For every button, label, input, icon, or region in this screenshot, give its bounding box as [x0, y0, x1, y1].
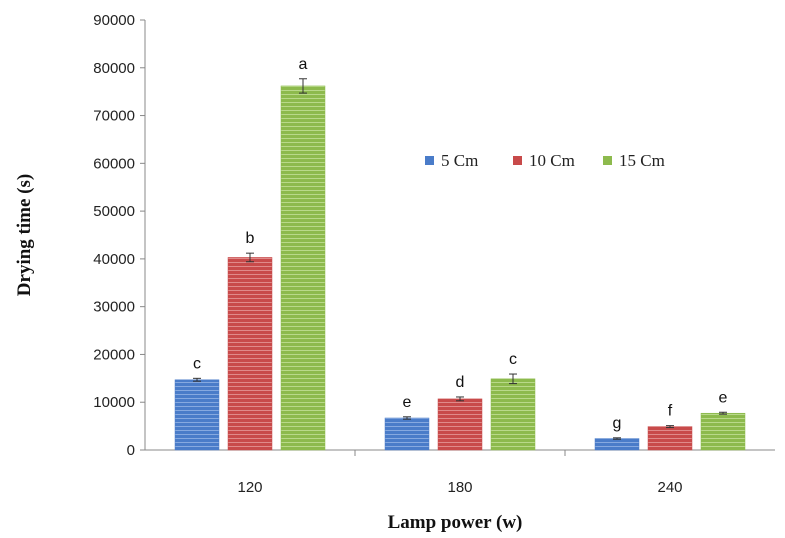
y-tick-label: 60000	[93, 155, 135, 172]
x-tick-label: 240	[657, 479, 682, 496]
legend: 5 Cm 10 Cm 15 Cm	[425, 151, 665, 170]
y-tick-label: 40000	[93, 251, 135, 268]
significance-label: e	[403, 394, 412, 411]
significance-label: d	[456, 374, 465, 391]
legend-swatch	[513, 156, 522, 165]
y-axis-title: Drying time (s)	[14, 174, 35, 296]
y-tick-label: 70000	[93, 108, 135, 125]
significance-label: a	[299, 56, 308, 73]
x-axis-title: Lamp power (w)	[388, 512, 523, 533]
x-tick-label: 180	[447, 479, 472, 496]
bar	[174, 379, 220, 451]
bar	[594, 438, 640, 451]
significance-label: f	[668, 403, 673, 420]
y-tick-label: 30000	[93, 299, 135, 316]
legend-item: 15 Cm	[603, 151, 665, 170]
significance-label: g	[613, 415, 622, 432]
legend-label: 10 Cm	[529, 151, 575, 170]
legend-item: 5 Cm	[425, 151, 478, 170]
y-tick-label: 90000	[93, 12, 135, 29]
bar	[280, 85, 326, 451]
legend-label: 15 Cm	[619, 151, 665, 170]
legend-item: 10 Cm	[513, 151, 575, 170]
bar	[384, 417, 430, 451]
bar	[490, 378, 536, 451]
significance-label: c	[509, 351, 517, 368]
significance-label: c	[193, 355, 201, 372]
legend-swatch	[603, 156, 612, 165]
bar	[227, 257, 273, 451]
y-tick-label: 20000	[93, 346, 135, 363]
significance-label: b	[246, 230, 255, 247]
y-tick-label: 50000	[93, 203, 135, 220]
bar	[700, 412, 746, 451]
bar	[437, 398, 483, 451]
y-tick-label: 10000	[93, 394, 135, 411]
legend-label: 5 Cm	[441, 151, 478, 170]
significance-label: e	[719, 389, 728, 406]
y-tick-label: 0	[127, 442, 135, 459]
legend-swatch	[425, 156, 434, 165]
y-tick-label: 80000	[93, 60, 135, 77]
x-tick-label: 120	[237, 479, 262, 496]
bar	[647, 426, 693, 451]
plot-area: 0 10000 20000 30000 40000 50000 60000 70000 8000…	[93, 12, 775, 496]
